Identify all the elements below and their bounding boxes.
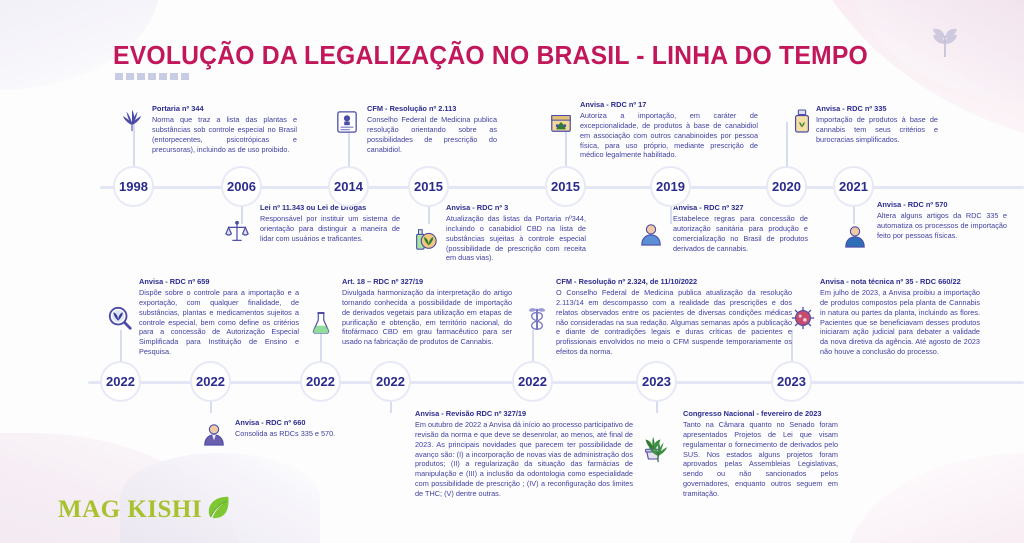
entry-body: Norma que traz a lista das plantas e sub…	[152, 114, 297, 154]
entry-body: Importação de produtos à base de cannabi…	[816, 114, 938, 144]
decorative-blob-bottom-left-1	[0, 433, 240, 543]
virus-icon	[790, 305, 816, 331]
entry-art-18-rdc-327: Art. 18 – RDC nº 327/19 Divulgada harmon…	[342, 277, 512, 347]
entry-heading: Portaria nº 344	[152, 104, 204, 113]
title-dash	[137, 73, 145, 80]
entry-congresso-nacional: Congresso Nacional - fevereiro de 2023 T…	[683, 409, 838, 499]
entry-lei-11343: Lei nº 11.343 ou Lei de Drogas Responsáv…	[260, 203, 400, 244]
shipping-box-icon	[549, 110, 573, 134]
entry-heading: Anvisa - RDC nº 327	[673, 203, 744, 212]
year-node-2022e[interactable]: 2022	[512, 361, 553, 402]
entry-body: Em outubro de 2022 a Anvisa dá início ao…	[415, 419, 633, 499]
stem-1998	[133, 122, 135, 168]
page-title: EVOLUÇÃO DA LEGALIZAÇÃO NO BRASIL - LINH…	[113, 42, 868, 70]
entry-heading: Congresso Nacional - fevereiro de 2023	[683, 409, 822, 418]
title-dash	[148, 73, 156, 80]
year-node-2020[interactable]: 2020	[766, 166, 807, 207]
title-dash	[159, 73, 167, 80]
entry-body: Autoriza a importação, em caráter de exc…	[580, 110, 758, 160]
year-node-2022b[interactable]: 2022	[190, 361, 231, 402]
entry-anvisa-rdc-3: Anvisa - RDC nº 3 Atualização das listas…	[446, 203, 586, 263]
caduceus-icon	[525, 305, 549, 333]
entry-anvisa-rdc-327: Anvisa - RDC nº 327 Estabelece regras pa…	[673, 203, 808, 253]
title-underline-dashes	[115, 73, 189, 80]
year-node-2014[interactable]: 2014	[328, 166, 369, 207]
title-dash	[126, 73, 134, 80]
bottle-cannabis-icon	[412, 226, 438, 252]
entry-anvisa-rdc-335: Anvisa - RDC nº 335 Importação de produt…	[816, 104, 938, 145]
entry-body: Atualização das listas da Portaria nº344…	[446, 213, 586, 263]
entry-heading: Art. 18 – RDC nº 327/19	[342, 277, 424, 286]
entry-anvisa-nota-tecnica-35: Anvisa - nota técnica nº 35 - RDC 660/22…	[820, 277, 980, 357]
entry-heading: Anvisa - RDC nº 660	[235, 418, 306, 427]
entry-body: Estabelece regras para concessão de auto…	[673, 213, 808, 253]
year-node-2023a[interactable]: 2023	[636, 361, 677, 402]
entry-body: O Conselho Federal de Medicina publica a…	[556, 287, 792, 357]
entry-heading: Anvisa - nota técnica nº 35 - RDC 660/22	[820, 277, 961, 286]
scales-justice-icon	[224, 219, 250, 245]
stem-2015b	[565, 122, 567, 168]
title-dash	[170, 73, 178, 80]
entry-anvisa-rdc-570: Anvisa - RDC nº 570 Altera alguns artigo…	[877, 200, 1007, 241]
year-node-2019[interactable]: 2019	[650, 166, 691, 207]
title-dash	[115, 73, 123, 80]
entry-heading: Anvisa - Revisão RDC nº 327/19	[415, 409, 527, 418]
stem-2020	[786, 122, 788, 168]
entry-anvisa-revisao-rdc-327: Anvisa - Revisão RDC nº 327/19 Em outubr…	[415, 409, 633, 499]
year-node-2015b[interactable]: 2015	[545, 166, 586, 207]
year-node-2023b[interactable]: 2023	[771, 361, 812, 402]
entry-body: Em julho de 2023, a Anvisa proibiu a imp…	[820, 287, 980, 357]
entry-heading: Anvisa - RDC nº 3	[446, 203, 509, 212]
stem-2022a	[120, 330, 122, 363]
entry-heading: CFM - Resolução nº 2.113	[367, 104, 457, 113]
stem-2022e	[532, 330, 534, 363]
entry-cfm-2324: CFM - Resolução nº 2.324, de 11/10/2022 …	[556, 277, 792, 357]
entry-heading: Anvisa - RDC nº 335	[816, 104, 887, 113]
year-node-1998[interactable]: 1998	[113, 166, 154, 207]
dropper-bottle-icon	[791, 108, 813, 134]
entry-body: Divulgada harmonização da interpretação …	[342, 287, 512, 347]
entry-anvisa-rdc-660: Anvisa - RDC nº 660 Consolida as RDCs 33…	[235, 418, 353, 439]
year-node-2006[interactable]: 2006	[221, 166, 262, 207]
year-node-2015a[interactable]: 2015	[408, 166, 449, 207]
entry-heading: Lei nº 11.343 ou Lei de Drogas	[260, 203, 367, 212]
entry-anvisa-rdc-659: Anvisa - RDC nº 659 Dispõe sobre o contr…	[139, 277, 299, 357]
year-node-2022c[interactable]: 2022	[300, 361, 341, 402]
title-dash	[181, 73, 189, 80]
person-blue-icon	[843, 224, 867, 248]
entry-heading: Anvisa - RDC nº 659	[139, 277, 210, 286]
decorative-blob-bottom-right	[844, 453, 1024, 543]
year-node-2022a[interactable]: 2022	[100, 361, 141, 402]
entry-heading: CFM - Resolução nº 2.324, de 11/10/2022	[556, 277, 698, 286]
entry-body: Responsável por instituir um sistema de …	[260, 213, 400, 243]
entry-body: Conselho Federal de Medicina publica res…	[367, 114, 497, 154]
stem-2014	[348, 122, 350, 168]
stem-2022c	[320, 330, 322, 363]
year-node-2022d[interactable]: 2022	[370, 361, 411, 402]
entry-body: Consolida as RDCs 335 e 570.	[235, 428, 336, 438]
logo-leaf-icon	[206, 494, 232, 525]
cannabis-plant-icon	[645, 438, 671, 464]
entry-portaria-344: Portaria nº 344 Norma que traz a lista d…	[152, 104, 297, 154]
entry-body: Dispõe sobre o controle para a importaçã…	[139, 287, 299, 357]
cannabis-leaf-icon	[120, 108, 144, 132]
person-avatar-icon	[639, 222, 663, 246]
entry-body: Tanto na Câmara quanto no Senado foram a…	[683, 419, 838, 499]
brand-logo: MAG KISHI	[58, 494, 232, 525]
entry-anvisa-rdc-17: Anvisa - RDC nº 17 Autoriza a importação…	[580, 100, 758, 160]
document-stamp-icon	[336, 110, 358, 134]
year-node-2021[interactable]: 2021	[833, 166, 874, 207]
magnifier-plant-icon	[107, 305, 133, 331]
entry-heading: Anvisa - RDC nº 17	[580, 100, 647, 109]
flask-icon	[310, 310, 332, 336]
stem-2023b	[791, 330, 793, 363]
entry-heading: Anvisa - RDC nº 570	[877, 200, 948, 209]
entry-body: Altera alguns artigos da RDC 335 e autom…	[877, 210, 1007, 240]
logo-text: MAG KISHI	[58, 495, 203, 523]
entry-cfm-2113: CFM - Resolução nº 2.113 Conselho Federa…	[367, 104, 497, 154]
timeline-rail-row-2	[88, 381, 1024, 384]
leaf-sprig-icon	[928, 22, 962, 58]
person-avatar-icon	[202, 422, 226, 446]
